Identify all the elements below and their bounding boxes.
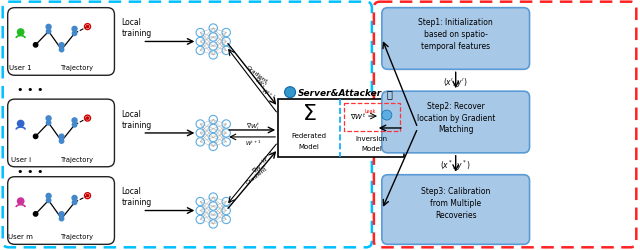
FancyBboxPatch shape (8, 100, 115, 167)
Text: Step2: Recover: Step2: Recover (427, 101, 484, 110)
Text: 🐛: 🐛 (387, 89, 393, 99)
Circle shape (33, 212, 38, 216)
Circle shape (60, 216, 64, 221)
Circle shape (72, 123, 77, 128)
Text: Gradient: Gradient (246, 165, 269, 185)
Text: Model: Model (362, 145, 382, 151)
Text: Recoveries: Recoveries (435, 210, 477, 219)
Text: Gradient: Gradient (414, 118, 444, 124)
Circle shape (46, 121, 51, 126)
Text: Leak: Leak (364, 108, 376, 113)
Circle shape (17, 121, 24, 127)
Text: $(x^*, y^*)$: $(x^*, y^*)$ (440, 158, 471, 172)
Text: Model: Model (299, 143, 319, 149)
Text: • • •: • • • (17, 85, 44, 95)
Circle shape (382, 111, 392, 120)
Text: Federated: Federated (292, 132, 326, 138)
Circle shape (86, 118, 89, 120)
Circle shape (33, 44, 38, 48)
Text: $W^{t+1}$: $W^{t+1}$ (245, 138, 261, 147)
Circle shape (46, 116, 51, 121)
Text: $W^{t+1}$: $W^{t+1}$ (259, 85, 277, 102)
Text: $\nabla W^t$: $\nabla W^t$ (350, 112, 366, 122)
Text: $\nabla W_i^t$: $\nabla W_i^t$ (246, 121, 260, 132)
Circle shape (72, 32, 77, 36)
Text: Inversion: Inversion (356, 136, 388, 141)
Text: $\Sigma$: $\Sigma$ (301, 104, 316, 124)
Text: Matching: Matching (438, 125, 474, 134)
Text: User i: User i (11, 156, 31, 162)
Circle shape (46, 194, 51, 198)
Text: training: training (122, 120, 152, 129)
Circle shape (59, 212, 64, 217)
Text: Step1: Initialization: Step1: Initialization (419, 18, 493, 27)
Text: User m: User m (8, 233, 33, 239)
Text: from Multiple: from Multiple (430, 198, 481, 207)
Circle shape (72, 118, 77, 123)
Circle shape (46, 30, 51, 34)
Text: $(x', y')$: $(x', y')$ (444, 76, 468, 88)
Circle shape (285, 87, 296, 98)
FancyBboxPatch shape (382, 8, 529, 70)
Text: Trajectory: Trajectory (61, 233, 93, 239)
Text: training: training (122, 29, 152, 38)
Circle shape (46, 25, 51, 30)
Circle shape (46, 198, 51, 203)
Circle shape (72, 196, 77, 200)
Text: Trajectory: Trajectory (61, 65, 93, 71)
Text: training: training (122, 197, 152, 206)
FancyBboxPatch shape (8, 8, 115, 76)
Circle shape (17, 30, 24, 36)
Circle shape (86, 26, 89, 29)
Circle shape (72, 200, 77, 205)
Circle shape (72, 27, 77, 32)
Circle shape (59, 44, 64, 49)
Text: temporal features: temporal features (421, 42, 490, 51)
Text: User 1: User 1 (10, 65, 32, 71)
Text: Local: Local (122, 186, 141, 195)
Text: Trajectory: Trajectory (61, 156, 93, 162)
Text: $\nabla W_1^t$: $\nabla W_1^t$ (252, 74, 269, 91)
FancyBboxPatch shape (8, 177, 115, 244)
Text: $\nabla W_m^t$: $\nabla W_m^t$ (251, 158, 269, 176)
Text: Local: Local (122, 18, 141, 27)
Circle shape (60, 139, 64, 144)
Circle shape (59, 134, 64, 140)
Circle shape (33, 134, 38, 139)
Text: $W^{t+1}$: $W^{t+1}$ (259, 149, 277, 166)
Text: • • •: • • • (17, 166, 44, 176)
Bar (278, 100, 404, 157)
Text: Step3: Calibration: Step3: Calibration (421, 186, 490, 195)
Text: Server&Attacker: Server&Attacker (298, 88, 382, 97)
Text: Gradient: Gradient (246, 64, 269, 84)
FancyBboxPatch shape (382, 175, 529, 244)
Bar (344, 104, 400, 132)
Circle shape (17, 198, 24, 204)
Text: based on spatio-: based on spatio- (424, 30, 488, 39)
Text: location by Gradient: location by Gradient (417, 113, 495, 122)
Text: Local: Local (122, 109, 141, 118)
FancyBboxPatch shape (382, 92, 529, 153)
Circle shape (60, 48, 64, 52)
Circle shape (86, 195, 89, 197)
